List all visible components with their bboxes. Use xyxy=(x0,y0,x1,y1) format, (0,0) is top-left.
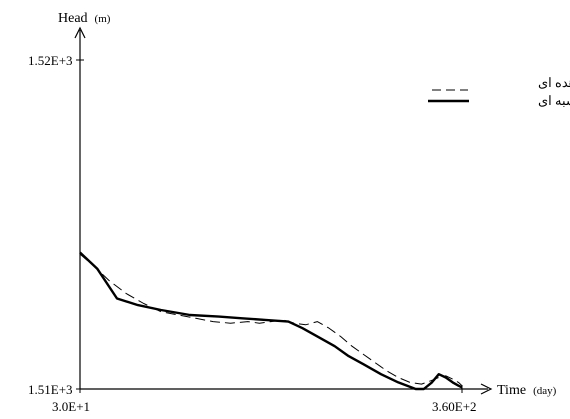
y-axis-title: Head (m) xyxy=(58,9,111,26)
legend-label-observed: بار مشاهده ای xyxy=(538,75,570,91)
legend: بار مشاهده ای بار محاسبه ای xyxy=(428,75,570,109)
y-axis-arrow-icon xyxy=(74,26,86,39)
x-tick-label: 3.0E+1 xyxy=(52,399,90,414)
x-axis-label: Time xyxy=(497,383,526,398)
x-tick-label: 3.60E+2 xyxy=(432,399,477,414)
y-tick-label: 1.51E+3 xyxy=(28,382,73,397)
x-axis-title: Time (day) xyxy=(497,381,557,398)
y-axis-unit: (m) xyxy=(95,13,111,25)
y-tick-label: 1.52E+3 xyxy=(28,53,73,68)
y-axis-label: Head xyxy=(58,11,88,26)
series-line-computed xyxy=(79,251,463,391)
x-axis-unit: (day) xyxy=(533,385,557,397)
x-axis-arrow-icon xyxy=(480,383,493,395)
series-layer xyxy=(79,251,463,391)
legend-label-computed: بار محاسبه ای xyxy=(538,93,570,109)
